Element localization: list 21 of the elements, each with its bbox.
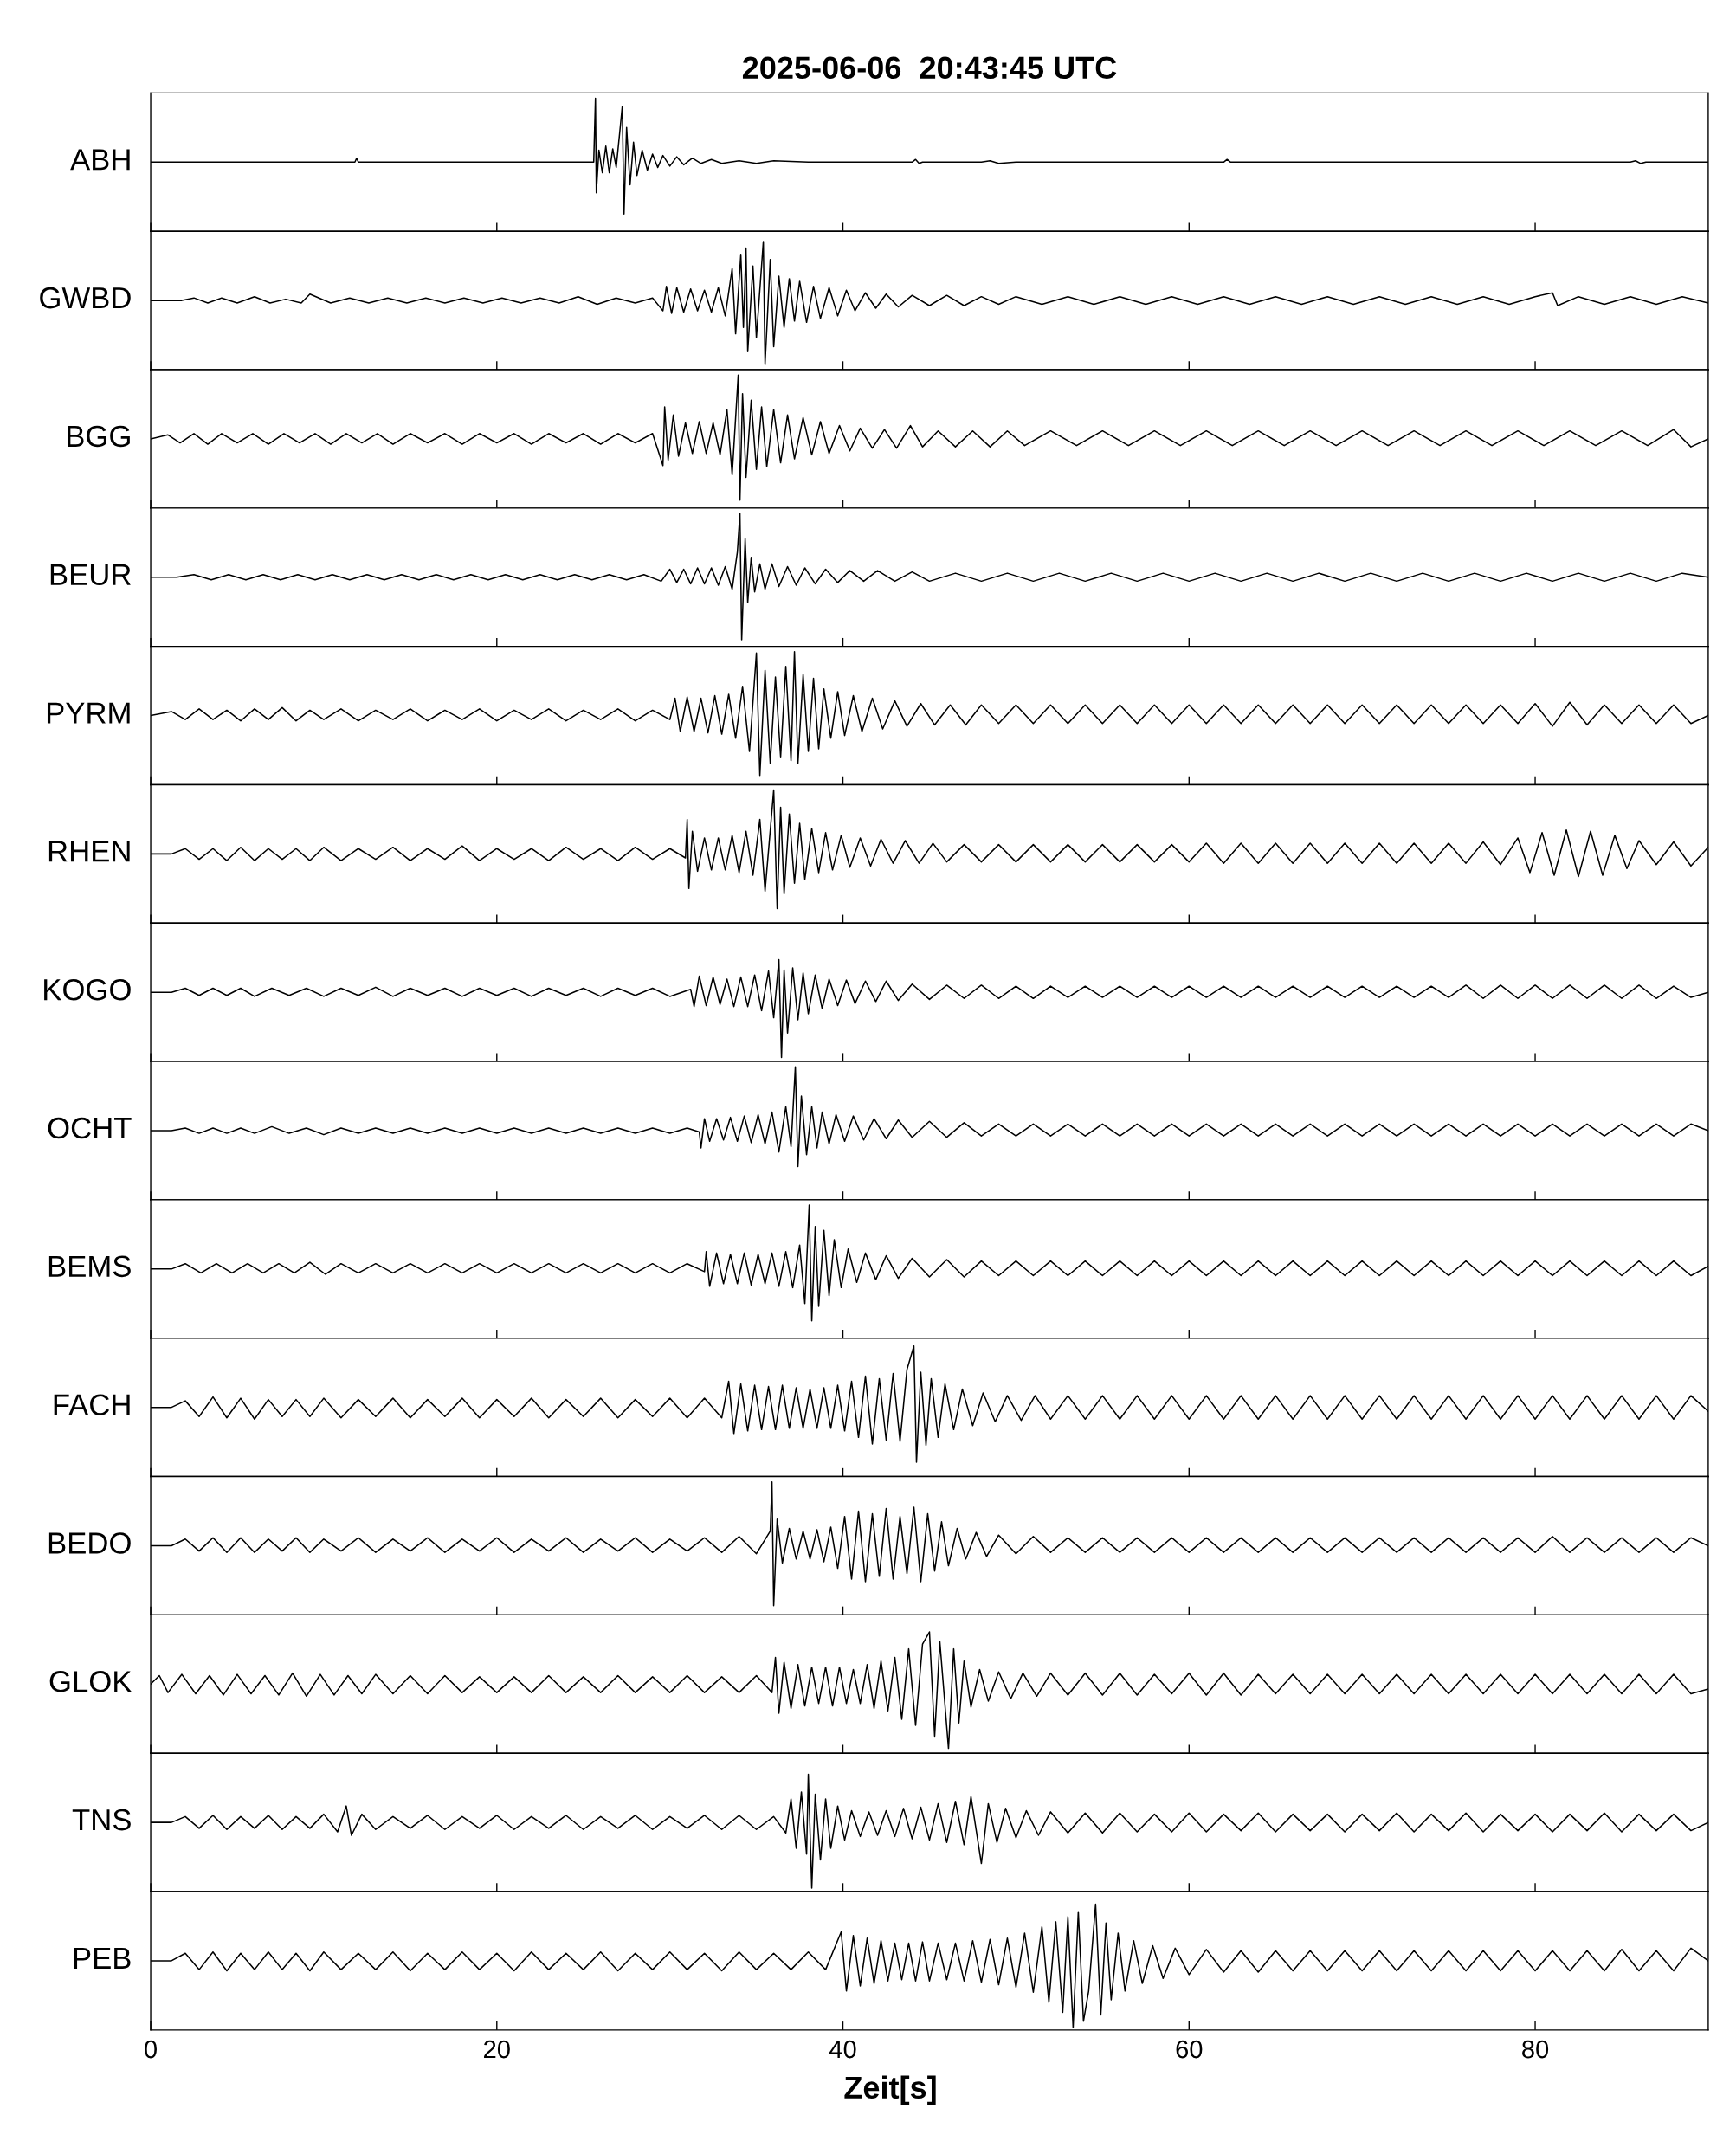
- x-tick-label: 80: [1522, 2040, 1549, 2059]
- x-tick-label: 0: [145, 2040, 157, 2059]
- y-axis-title: GWBD: [40, 287, 131, 309]
- y-axis-title: BEDO: [48, 1532, 131, 1554]
- y-axis-title: RHEN: [48, 841, 130, 862]
- y-axis-title: PYRM: [47, 702, 130, 724]
- x-tick-label: 40: [829, 2040, 856, 2059]
- y-axis-title: PEB: [74, 1948, 131, 1969]
- x-axis-title: Zeit[s]: [844, 2075, 936, 2105]
- y-axis-title: BEUR: [50, 564, 131, 586]
- y-axis-title: OCHT: [48, 1117, 132, 1139]
- y-axis-title: ABH: [70, 149, 130, 171]
- y-axis-title: KOGO: [44, 978, 131, 1001]
- y-axis-title: FACH: [54, 1394, 130, 1415]
- x-tick-label: 60: [1176, 2040, 1203, 2059]
- x-tick-label: 20: [484, 2040, 510, 2059]
- y-axis-title: GLOK: [49, 1671, 132, 1692]
- chart-title: 2025-06-06 20:43:45 UTC: [742, 56, 1117, 80]
- y-axis-title: BEMS: [48, 1255, 131, 1278]
- y-axis-title: TNS: [72, 1809, 131, 1831]
- y-axis-title: BGG: [68, 425, 130, 448]
